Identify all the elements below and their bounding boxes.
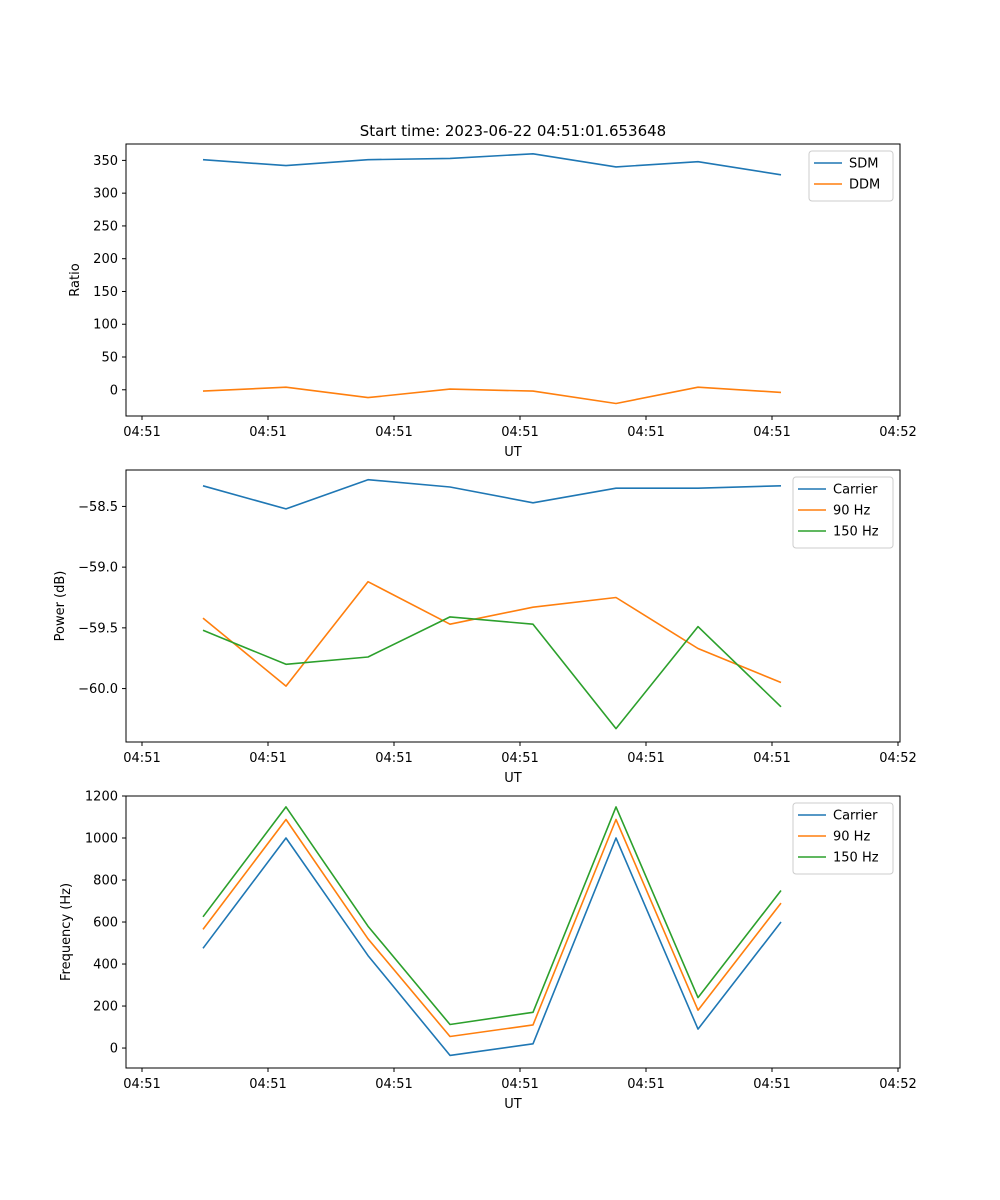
- y-tick-label: 0: [110, 383, 118, 398]
- series-line-sdm: [202, 153, 782, 176]
- ratio-panel: Start time: 2023-06-22 04:51:01.653648 U…: [68, 122, 917, 460]
- x-axis-label: UT: [504, 445, 522, 460]
- y-axis-label: Power (dB): [53, 571, 68, 642]
- series-line-carrier: [202, 478, 782, 510]
- y-tick-label: 1200: [85, 790, 118, 805]
- y-tick-label: −60.0: [78, 682, 118, 697]
- ticks-layer: 04:51 04:51 04:51 04:51 04:51 04:51 04:52 0 200 4…: [85, 790, 917, 1093]
- x-tick-label: 04:51: [753, 425, 790, 440]
- legend: Carrier 90 Hz 150 Hz: [792, 802, 894, 875]
- power-panel: UT Power (dB) 04:51 04:51 04:51 04:51 04:51 0…: [53, 469, 917, 786]
- y-tick-label: 150: [93, 285, 118, 300]
- y-tick-label: 800: [93, 874, 118, 889]
- y-tick-label: 200: [93, 1000, 118, 1015]
- x-tick-label: 04:52: [879, 1077, 916, 1092]
- x-tick-label: 04:51: [249, 751, 286, 766]
- x-tick-label: 04:51: [123, 425, 160, 440]
- legend-label: 90 Hz: [833, 504, 870, 519]
- y-tick-label: −58.5: [78, 500, 118, 515]
- legend: Carrier 90 Hz 150 Hz: [792, 476, 894, 549]
- y-tick-label: 0: [110, 1042, 118, 1057]
- series-line-150-hz: [202, 616, 782, 730]
- y-tick-label: −59.0: [78, 561, 118, 576]
- x-tick-label: 04:51: [627, 751, 664, 766]
- series-layer: [202, 806, 782, 1057]
- x-tick-label: 04:51: [501, 425, 538, 440]
- y-axis-label: Ratio: [68, 263, 83, 296]
- y-tick-label: 200: [93, 252, 118, 267]
- ticks-layer: 04:51 04:51 04:51 04:51 04:51 04:51 04:52 0 50 10…: [93, 154, 917, 440]
- y-tick-label: 600: [93, 916, 118, 931]
- y-tick-label: 350: [93, 154, 118, 169]
- ticks-layer: 04:51 04:51 04:51 04:51 04:51 04:51 04:52 −60.0…: [78, 500, 917, 766]
- x-axis-label: UT: [504, 771, 522, 786]
- x-tick-label: 04:51: [375, 751, 412, 766]
- series-line-150-hz: [202, 806, 782, 1026]
- series-line-90-hz: [202, 580, 782, 687]
- plot-frame: [125, 795, 901, 1069]
- x-tick-label: 04:52: [879, 751, 916, 766]
- x-tick-label: 04:51: [375, 425, 412, 440]
- y-tick-label: 100: [93, 318, 118, 333]
- x-tick-label: 04:51: [753, 1077, 790, 1092]
- frequency-panel: UT Frequency (Hz) 04:51 04:51 04:51 04:51 04…: [59, 790, 917, 1113]
- legend-label: Carrier: [833, 809, 878, 824]
- x-tick-label: 04:51: [627, 1077, 664, 1092]
- plot-frame: [125, 469, 901, 743]
- legend-label: 90 Hz: [833, 830, 870, 845]
- series-line-90-hz: [202, 818, 782, 1038]
- legend-label: Carrier: [833, 483, 878, 498]
- x-axis-label: UT: [504, 1097, 522, 1112]
- series-line-carrier: [202, 837, 782, 1057]
- y-tick-label: 50: [101, 351, 118, 366]
- legend: SDM DDM: [808, 150, 894, 202]
- y-tick-label: 1000: [85, 832, 118, 847]
- x-tick-label: 04:51: [753, 751, 790, 766]
- legend-label: 150 Hz: [833, 525, 879, 540]
- y-axis-label: Frequency (Hz): [59, 883, 74, 981]
- x-tick-label: 04:51: [249, 1077, 286, 1092]
- y-tick-label: −59.5: [78, 621, 118, 636]
- x-tick-label: 04:51: [627, 425, 664, 440]
- series-layer: [202, 153, 782, 405]
- legend-label: SDM: [849, 157, 878, 172]
- x-tick-label: 04:51: [123, 1077, 160, 1092]
- y-tick-label: 400: [93, 958, 118, 973]
- x-tick-label: 04:51: [123, 751, 160, 766]
- series-line-ddm: [202, 386, 782, 405]
- x-tick-label: 04:52: [879, 425, 916, 440]
- chart-title: Start time: 2023-06-22 04:51:01.653648: [360, 122, 666, 140]
- x-tick-label: 04:51: [375, 1077, 412, 1092]
- x-tick-label: 04:51: [501, 751, 538, 766]
- x-tick-label: 04:51: [249, 425, 286, 440]
- legend-label: 150 Hz: [833, 851, 879, 866]
- x-tick-label: 04:51: [501, 1077, 538, 1092]
- legend-label: DDM: [849, 178, 880, 193]
- y-tick-label: 250: [93, 219, 118, 234]
- y-tick-label: 300: [93, 187, 118, 202]
- plot-frame: [125, 143, 901, 417]
- series-layer: [202, 478, 782, 730]
